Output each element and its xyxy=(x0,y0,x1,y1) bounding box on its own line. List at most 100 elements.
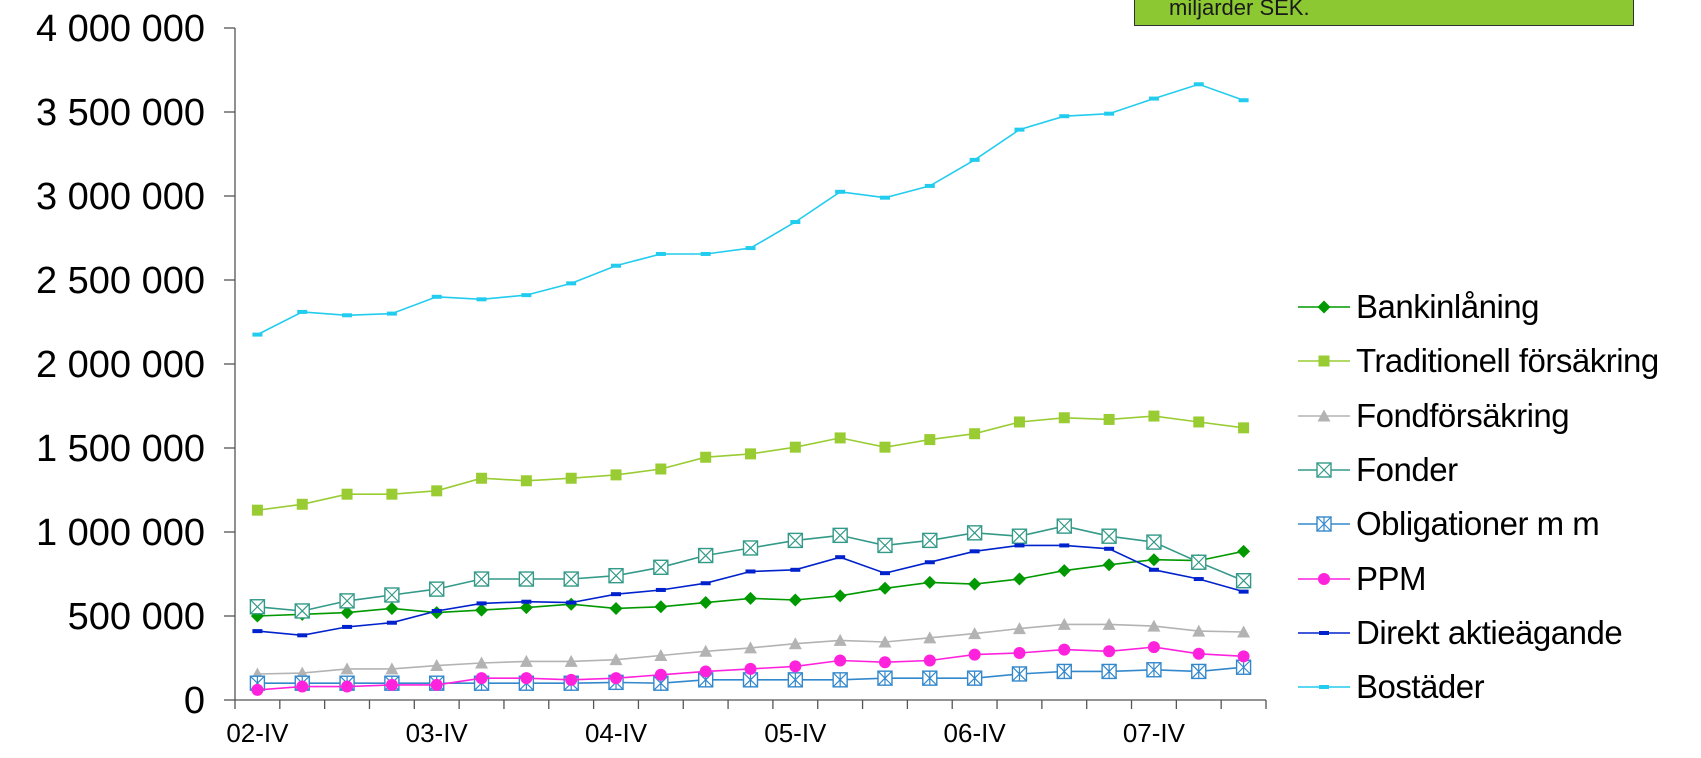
data-point xyxy=(1058,643,1071,656)
data-point xyxy=(1057,564,1071,578)
x-tick-label: 06-IV xyxy=(944,718,1007,748)
data-point xyxy=(386,488,398,500)
legend-item: Direkt aktieägande xyxy=(1296,606,1659,660)
data-point xyxy=(790,220,801,225)
legend-swatch-marker xyxy=(1317,300,1331,314)
series-5 xyxy=(251,641,1250,696)
legend-swatch xyxy=(1298,409,1350,422)
data-point xyxy=(1148,567,1159,572)
y-tick-label: 2 000 000 xyxy=(36,344,205,386)
data-point xyxy=(742,672,759,688)
data-point xyxy=(1238,98,1249,103)
data-point xyxy=(430,659,444,672)
data-point xyxy=(519,601,533,615)
data-point xyxy=(697,547,714,564)
data-point xyxy=(564,654,578,667)
series-4 xyxy=(249,659,1252,691)
data-point xyxy=(521,293,532,298)
data-point xyxy=(877,537,893,554)
data-point xyxy=(699,644,713,657)
data-point xyxy=(879,195,890,200)
data-point xyxy=(745,448,756,460)
data-point xyxy=(297,309,308,314)
data-point xyxy=(1012,622,1026,635)
data-point xyxy=(384,587,400,603)
x-tick-label: 07-IV xyxy=(1123,718,1186,748)
data-point xyxy=(1147,619,1161,632)
data-point xyxy=(1011,528,1028,544)
legend-swatch-marker xyxy=(1316,516,1332,533)
data-point xyxy=(1101,663,1117,680)
data-point xyxy=(1192,624,1206,637)
data-point xyxy=(968,627,982,640)
data-point xyxy=(296,498,308,510)
data-point xyxy=(1146,534,1162,550)
data-point xyxy=(340,662,354,675)
data-point xyxy=(610,672,623,685)
data-point xyxy=(1102,558,1116,572)
data-point xyxy=(476,297,487,302)
data-point xyxy=(834,432,846,444)
data-point xyxy=(340,606,354,620)
data-point xyxy=(700,581,711,586)
data-point xyxy=(788,637,802,650)
data-point xyxy=(922,670,938,686)
series-line xyxy=(257,83,1244,336)
data-point xyxy=(1237,625,1251,638)
y-tick-label: 1 500 000 xyxy=(36,428,205,470)
data-point xyxy=(1235,573,1252,589)
y-tick-label: 2 500 000 xyxy=(36,260,205,302)
data-point xyxy=(788,593,802,607)
data-point xyxy=(565,472,577,484)
series-3 xyxy=(249,518,1252,619)
data-point xyxy=(519,654,533,667)
series-line xyxy=(257,544,1244,637)
data-point xyxy=(787,532,804,549)
data-point xyxy=(879,441,891,453)
data-point xyxy=(790,567,801,572)
series-line xyxy=(257,415,1244,511)
data-point xyxy=(699,665,712,678)
data-point xyxy=(1146,662,1162,678)
data-point xyxy=(1238,589,1249,594)
data-point xyxy=(431,485,443,497)
data-point xyxy=(969,157,980,162)
data-point xyxy=(386,620,397,625)
data-point xyxy=(611,592,622,597)
data-point xyxy=(1056,518,1072,534)
legend-label: Fondförsäkring xyxy=(1356,396,1570,434)
x-axis-ticks: 02-IV 03-IV 04-IV 05-IV 06-IV 07-IV xyxy=(226,700,1267,748)
data-point xyxy=(789,441,801,453)
series-layer xyxy=(249,82,1252,696)
data-point xyxy=(835,189,846,194)
data-point xyxy=(1192,647,1205,660)
legend-swatch-marker xyxy=(1319,685,1329,690)
data-point xyxy=(1059,114,1070,119)
legend-label: Fonder xyxy=(1356,451,1458,489)
data-point xyxy=(521,599,532,604)
y-tick-label: 0 xyxy=(184,680,205,722)
data-point xyxy=(566,600,577,605)
x-tick-label: 02-IV xyxy=(226,718,289,748)
data-point xyxy=(924,183,935,188)
data-point xyxy=(1059,543,1070,548)
series-2 xyxy=(250,617,1251,680)
data-point xyxy=(745,246,756,251)
data-point xyxy=(1147,641,1160,654)
data-point xyxy=(1057,617,1071,630)
legend-label: Traditionell försäkring xyxy=(1356,342,1659,380)
series-1 xyxy=(251,410,1250,516)
data-point xyxy=(1193,416,1205,428)
data-point xyxy=(968,577,982,591)
data-point xyxy=(1104,111,1115,116)
data-point xyxy=(609,601,623,615)
y-tick-label: 3 000 000 xyxy=(36,176,205,218)
data-point xyxy=(252,629,263,634)
data-point xyxy=(294,603,310,619)
y-tick-label: 3 500 000 xyxy=(36,92,205,134)
legend-item: PPM xyxy=(1296,551,1659,605)
data-point xyxy=(475,656,489,669)
data-point xyxy=(385,678,398,691)
legend-item: Traditionell försäkring xyxy=(1296,334,1659,388)
